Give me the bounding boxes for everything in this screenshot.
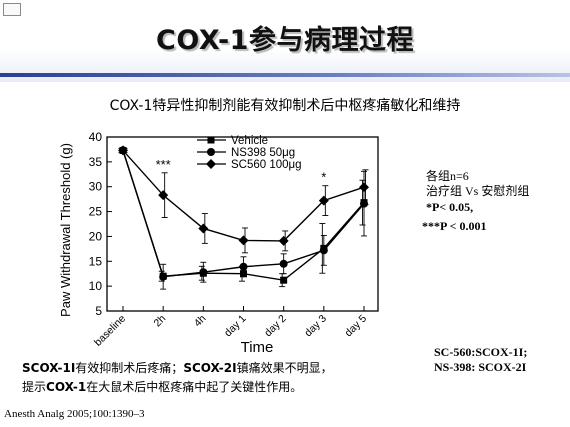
window-icon xyxy=(3,3,21,16)
data-point-circle xyxy=(279,259,288,268)
data-point-circle xyxy=(159,272,168,281)
summary-line-2: 提示COX-1在大鼠术后中枢疼痛中起了关键性作用。 xyxy=(22,378,333,397)
data-point-diamond xyxy=(198,223,209,234)
data-point-square xyxy=(207,136,215,144)
summary-term-3: COX-1 xyxy=(46,380,87,394)
data-point-square xyxy=(280,276,288,284)
slide-subtitle: COX-1特异性抑制剂能有效抑制术后中枢疼痛敏化和维持 xyxy=(109,98,461,114)
note-abbr-2: NS-398: SCOX-2I xyxy=(434,360,527,374)
y-tick-label: 15 xyxy=(89,254,103,268)
x-tick-label: day 1 xyxy=(222,313,249,340)
legend-label: Vehicle xyxy=(231,135,268,147)
chart-series: **** xyxy=(118,145,369,290)
summary-line-1: SCOX-1I有效抑制术后疼痛；SCOX-2I镇痛效果不明显， xyxy=(22,359,333,378)
y-tick-label: 35 xyxy=(89,155,103,169)
data-point-diamond xyxy=(118,145,128,156)
data-point-circle xyxy=(207,148,215,156)
y-tick-label: 10 xyxy=(89,279,103,293)
header-rule xyxy=(0,73,570,77)
data-point-circle xyxy=(239,262,248,271)
slide-title: COX-1参与病理过程 xyxy=(156,25,414,56)
significance-label: *** xyxy=(156,157,171,172)
note-p1: *P< 0.05, xyxy=(426,200,474,214)
plot-frame xyxy=(106,136,379,312)
data-point-diamond xyxy=(359,182,369,193)
summary-term-1: SCOX-1I xyxy=(22,361,76,375)
x-tick-label: day 2 xyxy=(262,313,289,340)
x-tick-label: 2h xyxy=(152,313,169,330)
summary-text: SCOX-1I有效抑制术后疼痛；SCOX-2I镇痛效果不明显， 提示COX-1在… xyxy=(22,359,333,397)
significance-label: * xyxy=(321,170,326,185)
data-point-diamond xyxy=(206,159,216,169)
data-point-diamond xyxy=(158,190,169,201)
series-diamond xyxy=(118,145,369,254)
note-abbr-1: SC-560:SCOX-1I; xyxy=(434,345,528,359)
slide-header-band xyxy=(0,0,570,82)
y-tick-label: 30 xyxy=(89,180,103,194)
x-axis-label: Time xyxy=(241,339,274,356)
data-point-diamond xyxy=(318,195,329,206)
summary-prefix: 提示 xyxy=(22,380,47,394)
data-point-diamond xyxy=(238,235,249,246)
summary-term-2: SCOX-2I xyxy=(183,361,237,375)
y-tick-label: 20 xyxy=(89,229,103,243)
y-tick-label: 40 xyxy=(89,130,103,144)
summary-text-1: 有效抑制术后疼痛； xyxy=(75,361,184,375)
note-p2: ***P < 0.001 xyxy=(422,219,487,233)
data-point-circle xyxy=(199,268,208,277)
y-axis-label: Paw Withdrawal Threshold (g) xyxy=(58,143,73,317)
y-tick-label: 25 xyxy=(89,205,103,219)
data-point-circle xyxy=(360,199,368,208)
legend-label: NS398 50μg xyxy=(231,147,295,159)
x-tick-label: day 5 xyxy=(342,313,369,340)
y-tick-label: 5 xyxy=(95,304,102,318)
note-groups: 治疗组 Vs 安慰剂组 xyxy=(426,184,530,198)
note-n: 各组n=6 xyxy=(426,169,469,183)
data-point-diamond xyxy=(278,235,289,246)
x-tick-label: day 3 xyxy=(302,313,329,340)
x-tick-label: 4h xyxy=(192,313,209,330)
legend-label: SC560 100μg xyxy=(231,159,302,171)
summary-text-2: 镇痛效果不明显， xyxy=(236,361,333,375)
citation: Anesth Analg 2005;100:1390–3 xyxy=(4,408,145,420)
summary-text-3: 在大鼠术后中枢疼痛中起了关键性作用。 xyxy=(86,380,303,394)
data-point-circle xyxy=(319,246,328,255)
